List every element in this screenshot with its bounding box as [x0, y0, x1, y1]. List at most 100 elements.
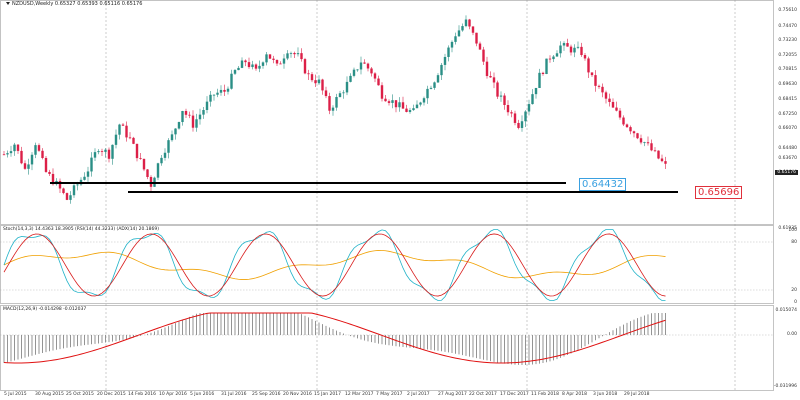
candle-body [618, 110, 622, 118]
candle-body [170, 134, 174, 141]
time-axis-label: 2 Jul 2017 [407, 392, 430, 397]
candle-body [240, 60, 244, 68]
stoch-axis-label: 0 [794, 300, 797, 305]
candle-body [412, 108, 415, 111]
candle-body [76, 184, 79, 186]
candle-body [156, 163, 160, 178]
stoch-axis-label: 100 [788, 228, 797, 233]
candle-body [212, 94, 216, 96]
dropdown-icon [6, 2, 10, 5]
level-label-lower[interactable]: 0.64432 [579, 178, 627, 191]
candle-body [303, 59, 307, 74]
candle-body [216, 92, 219, 95]
candle-body [237, 67, 240, 71]
candle-body [604, 92, 608, 99]
candle-body [282, 58, 286, 64]
candle-body [104, 149, 107, 152]
candle-body [513, 113, 517, 123]
candle-body [209, 94, 212, 102]
price-axis-label: 0.67250 [778, 112, 797, 117]
candle-body [195, 119, 198, 128]
time-axis-label: 7 May 2017 [376, 392, 403, 397]
candle-body [345, 81, 349, 93]
candle-body [118, 124, 121, 135]
candle-body [13, 144, 16, 152]
macd-signal-line [3, 312, 666, 364]
level-label-upper[interactable]: 0.65696 [695, 186, 743, 199]
time-axis-label: 20 Dec 2015 [97, 392, 126, 397]
candle-body [324, 90, 328, 97]
candle-body [286, 53, 289, 59]
candle-body [58, 180, 62, 189]
candle-body [562, 43, 566, 46]
candle-body [384, 98, 387, 102]
candle-body [69, 195, 72, 200]
candle-body [6, 153, 9, 155]
candle-body [380, 85, 384, 99]
candle-body [534, 87, 538, 95]
chart-title: NZDUSD,Weekly 0.65327 0.65393 0.65116 0.… [6, 1, 142, 7]
candle-body [398, 102, 401, 108]
candle-body [317, 79, 321, 84]
candle-body [114, 134, 118, 145]
time-axis-label: 25 Sep 2016 [252, 392, 281, 397]
candle-body [328, 96, 331, 111]
time-axis-label: 5 Jul 2015 [4, 392, 27, 397]
candle-body [174, 128, 177, 135]
candle-body [475, 32, 478, 44]
candle-body [142, 158, 146, 170]
candle-body [268, 54, 272, 59]
time-axis-label: 10 Apr 2016 [159, 392, 187, 397]
candle-body [139, 158, 142, 159]
candle-body [580, 46, 583, 56]
candle-body [107, 149, 111, 159]
candle-body [251, 64, 254, 68]
stoch-main-line [3, 229, 666, 301]
candle-body [625, 124, 629, 128]
candle-body [226, 88, 230, 92]
candle-body [62, 188, 65, 194]
price-axis-label: 0.66070 [778, 126, 797, 131]
candle-body [394, 100, 398, 108]
candle-body [419, 102, 422, 105]
price-axis-label: 0.75610 [778, 8, 797, 13]
stoch-levels [0, 241, 773, 291]
candle-body [485, 61, 489, 77]
candle-body [566, 43, 569, 47]
candle-body [387, 101, 391, 103]
candle-body [296, 53, 300, 55]
candle-body [279, 63, 282, 65]
candle-body [83, 176, 86, 180]
candle-body [471, 26, 475, 33]
candle-body [2, 154, 6, 156]
macd-axis-label: -0.031996 [773, 384, 797, 389]
price-axis-label: 0.72055 [778, 53, 797, 58]
candle-body [569, 46, 573, 53]
candle-body [191, 115, 195, 128]
candle-body [664, 161, 667, 164]
candle-body [415, 104, 419, 109]
candle-body [401, 102, 405, 109]
candle-body [289, 53, 293, 54]
candle-body [86, 171, 90, 177]
chart-title-text: NZDUSD,Weekly 0.65327 0.65393 0.65116 0.… [12, 1, 143, 7]
candle-body [496, 82, 499, 97]
candle-body [132, 137, 135, 144]
candle-body [230, 73, 233, 89]
candle-body [219, 89, 223, 93]
time-axis-label: 15 Jan 2017 [314, 392, 341, 397]
candle-body [499, 95, 503, 97]
candle-body [359, 62, 363, 70]
candle-body [233, 70, 237, 74]
candle-body [405, 108, 408, 112]
candle-body [531, 94, 534, 105]
candle-body [377, 78, 380, 86]
candle-body [41, 150, 44, 158]
candle-body [370, 68, 373, 74]
stoch-axis-label: 80 [791, 240, 797, 245]
candle-body [408, 110, 412, 112]
candle-body [510, 112, 513, 114]
candle-body [93, 152, 97, 158]
candles-group [2, 15, 667, 204]
